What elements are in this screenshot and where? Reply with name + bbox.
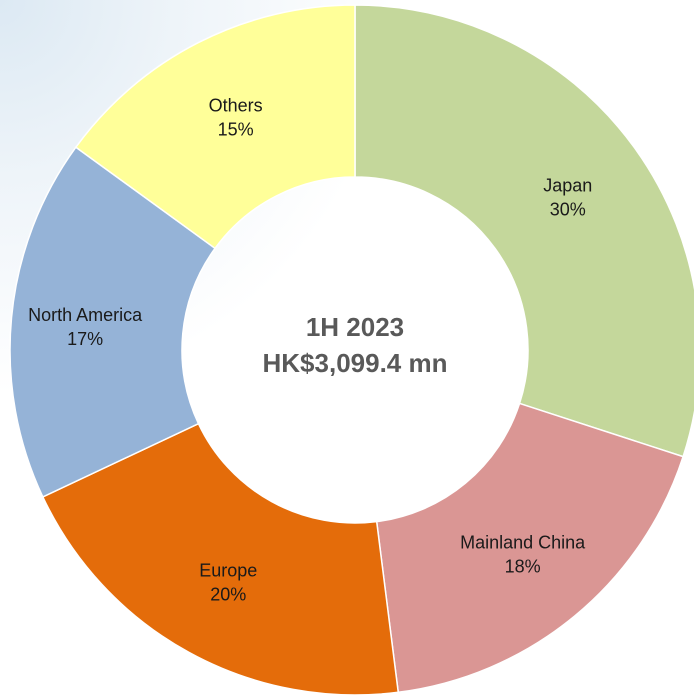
labels-group: Japan 30% Mainland China 18% Europe 20% North …	[28, 96, 592, 605]
slice-label-mainland-china: Mainland China	[460, 533, 586, 553]
slice-value-others: 15%	[218, 120, 254, 140]
slice-label-north-america: North America	[28, 305, 143, 325]
slice-label-europe: Europe	[199, 560, 257, 580]
slice-value-europe: 20%	[210, 584, 246, 604]
slice-value-japan: 30%	[550, 199, 586, 219]
slice-others	[74, 4, 356, 250]
center-subtitle: HK$3,099.4 mn	[263, 348, 448, 378]
slice-japan	[354, 4, 694, 458]
slice-value-mainland-china: 18%	[505, 557, 541, 577]
slice-label-others: Others	[209, 96, 263, 116]
center-title: 1H 2023	[306, 312, 404, 342]
slice-value-north-america: 17%	[67, 329, 103, 349]
slice-label-japan: Japan	[543, 175, 592, 195]
slice-north-america	[9, 146, 217, 498]
slice-mainland-china	[375, 402, 685, 694]
slice-europe	[41, 422, 400, 696]
slices-group	[9, 4, 694, 696]
